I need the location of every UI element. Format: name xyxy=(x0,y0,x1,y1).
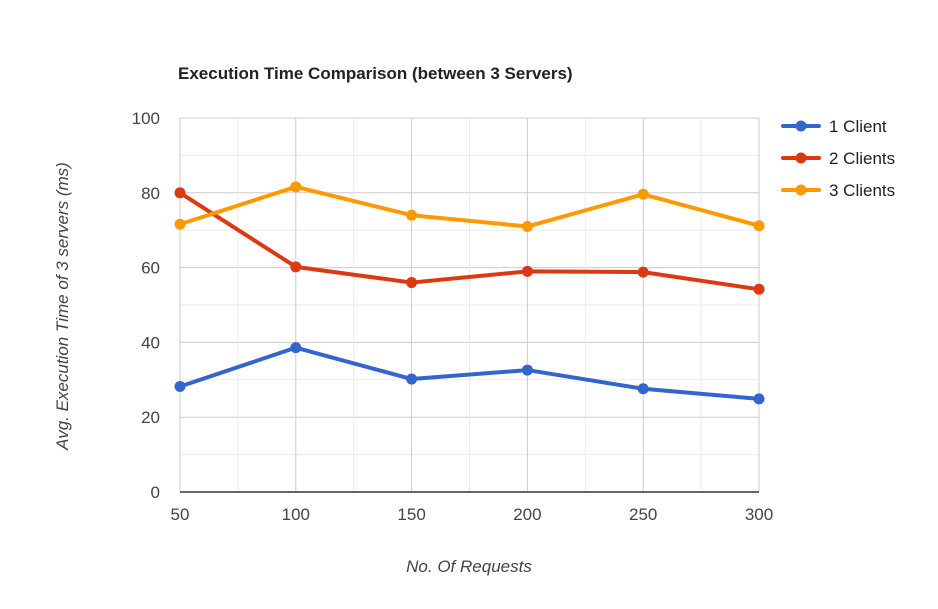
series-1 xyxy=(174,342,765,405)
chart-title: Execution Time Comparison (between 3 Ser… xyxy=(178,64,573,83)
data-point xyxy=(406,373,418,385)
data-point xyxy=(174,187,186,199)
y-tick-label: 60 xyxy=(141,259,160,278)
legend-item: 3 Clients xyxy=(781,181,895,200)
x-axis-label: No. Of Requests xyxy=(406,557,532,576)
series-3 xyxy=(174,181,765,232)
legend-item: 1 Client xyxy=(781,117,887,136)
data-point xyxy=(406,277,418,289)
grid xyxy=(179,117,760,493)
data-point xyxy=(406,209,418,221)
series-line xyxy=(178,184,761,229)
x-tick-label: 50 xyxy=(171,505,190,524)
data-point xyxy=(290,342,302,354)
data-point xyxy=(637,266,649,278)
series-2 xyxy=(174,187,765,295)
y-tick-label: 20 xyxy=(141,408,160,427)
data-point xyxy=(637,188,649,200)
x-tick-label: 250 xyxy=(629,505,657,524)
data-point xyxy=(521,265,533,277)
x-tick-label: 300 xyxy=(745,505,773,524)
data-point xyxy=(753,283,765,295)
x-tick-label: 200 xyxy=(513,505,541,524)
legend-label: 1 Client xyxy=(829,117,887,136)
series-line xyxy=(178,190,761,292)
y-axis-label: Avg. Execution Time of 3 servers (ms) xyxy=(53,162,72,451)
legend-swatch-marker xyxy=(795,152,807,164)
data-point xyxy=(174,218,186,230)
data-point xyxy=(521,220,533,232)
data-point xyxy=(753,393,765,405)
legend-swatch-marker xyxy=(795,184,807,196)
x-tick-label: 100 xyxy=(282,505,310,524)
y-tick-label: 100 xyxy=(132,109,160,128)
data-point xyxy=(521,364,533,376)
x-tick-label: 150 xyxy=(397,505,425,524)
y-tick-label: 40 xyxy=(141,333,160,352)
series-lines xyxy=(174,181,765,405)
y-tick-label: 0 xyxy=(151,483,160,502)
legend-label: 2 Clients xyxy=(829,149,895,168)
data-point xyxy=(637,383,649,395)
series-line xyxy=(178,345,761,401)
legend: 1 Client 2 Clients 3 Clients xyxy=(781,117,895,200)
data-point xyxy=(290,181,302,193)
legend-label: 3 Clients xyxy=(829,181,895,200)
axis-ticks: 0 20 40 60 80 100 50 100 150 200 250 300 xyxy=(132,109,774,524)
y-tick-label: 80 xyxy=(141,184,160,203)
legend-swatch-marker xyxy=(795,120,807,132)
data-point xyxy=(753,220,765,232)
legend-item: 2 Clients xyxy=(781,149,895,168)
data-point xyxy=(290,261,302,273)
data-point xyxy=(174,381,186,393)
